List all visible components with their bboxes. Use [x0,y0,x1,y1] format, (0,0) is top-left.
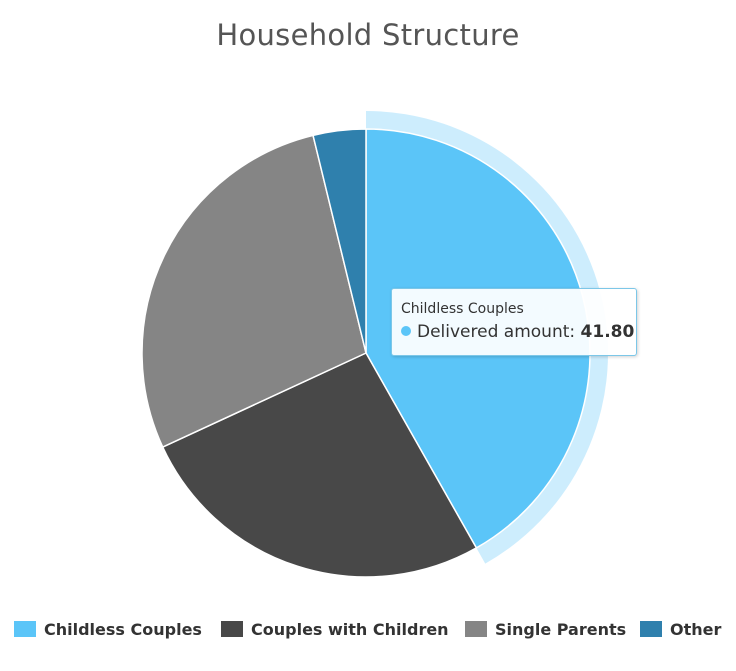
tooltip: Childless Couples Delivered amount: 41.8… [391,288,637,356]
legend-swatch-other [640,621,662,637]
tooltip-title: Childless Couples [401,301,524,317]
legend-label-other: Other [670,619,722,639]
tooltip-series-dot [401,326,411,336]
pie-slice-other[interactable] [312,128,367,354]
tooltip-separator: : [569,322,576,342]
legend-item-couples-with-children[interactable]: Couples with Children [221,616,449,642]
tooltip-row: Delivered amount: 41.80 [401,321,636,343]
tooltip-value: 41.80 [580,322,635,342]
legend-swatch-childless-couples [14,621,36,637]
legend-item-single-parents[interactable]: Single Parents [465,616,626,642]
pie-slice-single-parents[interactable] [141,134,367,448]
legend: Childless Couples Couples with Children … [0,616,736,642]
legend-item-other[interactable]: Other [640,616,721,642]
legend-label-childless-couples: Childless Couples [44,619,202,639]
legend-item-childless-couples[interactable]: Childless Couples [14,616,202,642]
legend-swatch-single-parents [465,621,487,637]
tooltip-series-name: Delivered amount [417,322,570,342]
legend-swatch-couples-with-children [221,621,243,637]
chart-title: Household Structure [216,18,520,52]
legend-label-single-parents: Single Parents [495,619,627,639]
legend-label-couples-with-children: Couples with Children [251,619,449,639]
pie-slice-couples-with-children[interactable] [161,352,478,578]
